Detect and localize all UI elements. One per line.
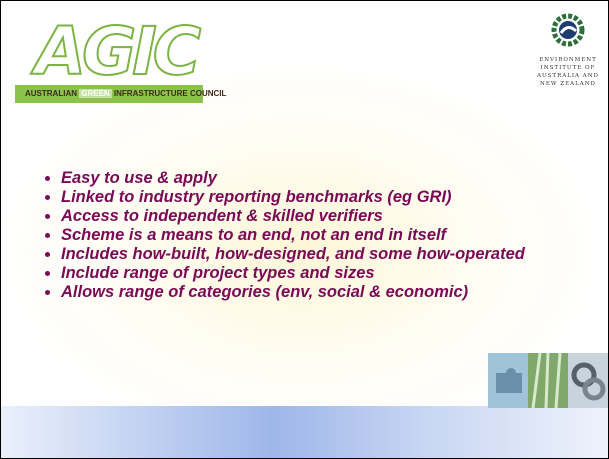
bullet-item: Includes how-built, how-designed, and so… [61, 245, 581, 264]
slide: AGIC AUSTRALIAN GREEN INFRASTRUCTURE COU… [0, 0, 609, 459]
logo-letters: AGIC [35, 13, 197, 90]
agic-logo: AGIC AUSTRALIAN GREEN INFRASTRUCTURE COU… [15, 19, 205, 109]
eianz-line: NEW ZEALAND [529, 80, 607, 88]
eianz-line: INSTITUTE OF [529, 64, 607, 72]
decor-images [488, 353, 608, 408]
bullet-item: Access to independent & skilled verifier… [61, 207, 581, 226]
logo-word: COUNCIL [190, 89, 226, 98]
logo-word: INFRASTRUCTURE [114, 89, 188, 98]
bullet-item: Scheme is a means to an end, not an end … [61, 226, 581, 245]
eianz-emblem [551, 13, 585, 47]
eianz-line: ENVIRONMENT [529, 56, 607, 64]
bullet-item: Allows range of categories (env, social … [61, 283, 581, 302]
bullet-item: Easy to use & apply [61, 169, 581, 188]
footer-band [1, 406, 608, 458]
bullet-item: Linked to industry reporting benchmarks … [61, 188, 581, 207]
logo-word: AUSTRALIAN [25, 89, 77, 98]
eianz-logo: ENVIRONMENT INSTITUTE OF AUSTRALIA AND N… [529, 13, 607, 88]
bullet-list: Easy to use & applyLinked to industry re… [34, 169, 581, 302]
eianz-text: ENVIRONMENT INSTITUTE OF AUSTRALIA AND N… [529, 56, 607, 88]
bullet-item: Include range of project types and sizes [61, 264, 581, 283]
eianz-line: AUSTRALIA AND [529, 72, 607, 80]
logo-bar: AUSTRALIAN GREEN INFRASTRUCTURE COUNCIL [15, 85, 203, 103]
logo-word: GREEN [79, 89, 111, 98]
